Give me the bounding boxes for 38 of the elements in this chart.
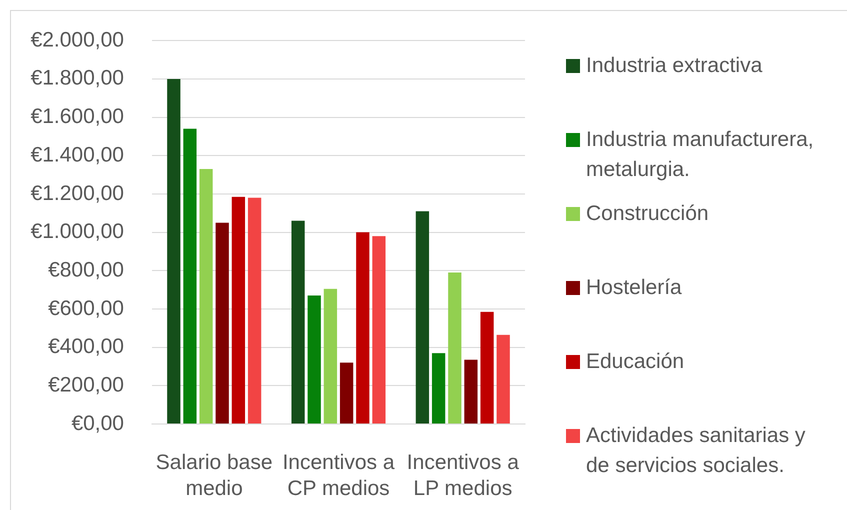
bar: [183, 128, 197, 424]
legend-label: Educación: [586, 349, 686, 375]
bar: [232, 196, 246, 424]
bar: [480, 312, 494, 424]
y-tick-label: €1.800,00: [30, 66, 124, 90]
legend-label: Construcción: [586, 201, 710, 227]
bar: [448, 272, 462, 424]
bar: [356, 232, 370, 424]
y-tick-label: €800,00: [48, 258, 124, 282]
y-tick-label: €2.000,00: [30, 28, 124, 52]
legend-label: Industria extractiva: [586, 53, 764, 79]
legend-label: Hostelería: [586, 275, 683, 301]
x-tick-label: Salario base medio: [156, 450, 273, 500]
bar: [464, 360, 478, 424]
y-tick-label: €1.000,00: [30, 220, 124, 244]
y-tick-label: €600,00: [48, 296, 124, 320]
bar: [291, 220, 305, 424]
bar: [372, 236, 386, 424]
bar: [496, 334, 510, 424]
y-tick-label: €1.600,00: [30, 105, 124, 128]
bar: [416, 211, 430, 424]
y-tick-label: €200,00: [48, 373, 124, 396]
bar: [308, 296, 321, 424]
bar: [248, 198, 262, 424]
legend-label: Actividades sanitarias y de servicios sociales.: [586, 423, 806, 479]
bar: [324, 288, 338, 424]
x-tick-label: Incentivos a LP medios: [406, 450, 520, 500]
bar: [432, 353, 446, 424]
legend-label: Industria manufacturera, metalurgia.: [586, 127, 815, 183]
x-tick-label: Incentivos a CP medios: [282, 450, 395, 500]
y-tick-label: €1.200,00: [30, 182, 124, 205]
bar: [340, 362, 354, 424]
y-tick-label: €400,00: [48, 335, 124, 358]
bar: [199, 169, 213, 424]
bar: [167, 78, 180, 424]
y-tick-label: €0,00: [71, 412, 124, 435]
y-tick-label: €1.400,00: [30, 143, 124, 166]
bar: [216, 222, 229, 424]
